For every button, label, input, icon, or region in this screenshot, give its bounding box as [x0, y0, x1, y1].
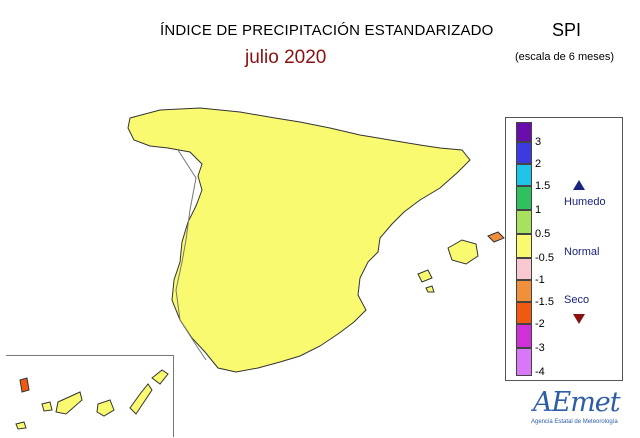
legend-swatch-0: [516, 122, 532, 142]
wet-arrow-icon: [573, 180, 585, 190]
legend-tick: 0.5: [535, 228, 551, 240]
island-el-hierro: [15, 421, 27, 430]
canary-inset-frame: [6, 355, 174, 437]
island-ibiza: [417, 269, 433, 283]
legend-swatch-4: [516, 210, 532, 234]
legend-swatch-8: [516, 302, 532, 324]
legend-swatch-2: [516, 164, 532, 186]
island-tenerife: [55, 391, 83, 415]
legend-swatch-5: [516, 234, 532, 258]
legend-swatch-9: [516, 324, 532, 348]
legend-category-wet: Humedo: [564, 196, 606, 208]
iberian-peninsula: [127, 107, 471, 373]
index-name: SPI: [552, 20, 582, 40]
balearic-islands: [417, 231, 505, 293]
island-lanzarote: [151, 369, 169, 385]
island-fuerteventura: [129, 383, 153, 415]
legend-tick: -1.5: [535, 296, 554, 308]
portugal-border: [175, 149, 207, 361]
island-la-palma: [19, 377, 30, 393]
legend-tick: -4: [535, 366, 545, 378]
scale-note: (escala de 6 meses): [515, 51, 615, 63]
legend-tick: -0.5: [535, 252, 554, 264]
legend: 3 2 1.5 1 0.5 -0.5 -1 -1.5 -2 -3 -4 Hume…: [505, 117, 623, 381]
legend-tick: 3: [535, 136, 542, 148]
legend-swatch-1: [516, 142, 532, 164]
island-formentera: [425, 285, 435, 293]
aemet-logo-wordmark: AEmet: [533, 387, 621, 418]
island-gran-canaria: [96, 399, 115, 417]
legend-swatch-3: [516, 186, 532, 210]
legend-tick: 1.5: [535, 180, 551, 192]
mainland-coastline: [127, 107, 471, 373]
legend-tick: -1: [535, 274, 545, 286]
legend-tick: -3: [535, 342, 545, 354]
map-title: ÍNDICE DE PRECIPITACIÓN ESTANDARIZADO: [160, 22, 494, 39]
legend-swatch-7: [516, 280, 532, 302]
legend-swatch-10: [516, 348, 532, 376]
map-subtitle: julio 2020: [245, 47, 327, 68]
legend-category-normal: Normal: [564, 246, 600, 258]
legend-tick: -2: [535, 318, 545, 330]
legend-category-dry: Seco: [564, 294, 590, 306]
legend-swatch-6: [516, 258, 532, 280]
dry-arrow-icon: [573, 314, 585, 324]
island-menorca: [487, 231, 505, 243]
aemet-logo-caption: Agencia Estatal de Meteorología: [531, 419, 618, 425]
island-la-gomera: [41, 401, 53, 412]
canary-islands: [15, 369, 169, 430]
island-mallorca: [447, 239, 479, 265]
legend-tick: 2: [535, 158, 542, 170]
legend-tick: 1: [535, 204, 542, 216]
aemet-logo: AEmet Agencia Estatal de Meteorología: [531, 387, 623, 432]
